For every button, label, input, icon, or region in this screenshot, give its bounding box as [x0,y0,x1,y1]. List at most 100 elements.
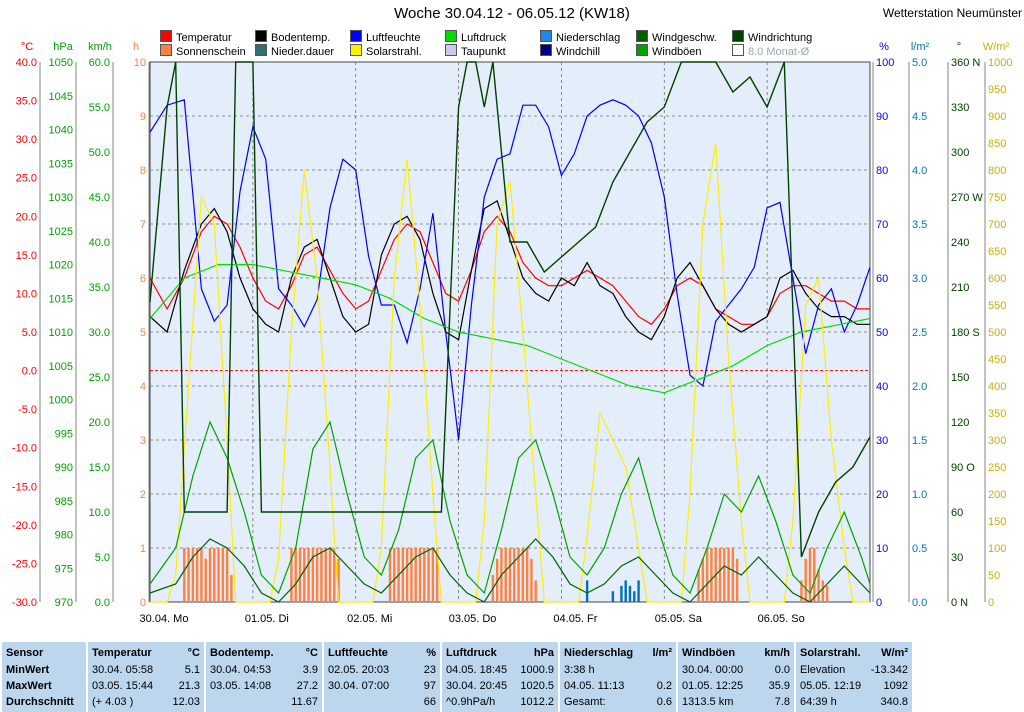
humidity-axis-unit: % [879,41,889,53]
sunshine-tick-label: 8 [140,165,146,177]
bar-sonnenschein [427,548,430,602]
stats-when: 3:38 h [564,664,595,676]
line-windgeschw [149,538,871,603]
pressure-tick-label: 1020 [49,260,73,272]
bar-niederschlag [628,585,632,602]
solar-tick-label: 750 [988,192,1006,204]
precip-tick-label: 0.5 [912,543,927,555]
stats-row: 30.04. 04:53 3.9 [210,664,318,680]
solar-axis-unit: W/m² [983,41,1010,53]
sunshine-tick-label: 3 [140,435,146,447]
legend-label: Windrichtung [748,32,813,44]
stats-unit: W/m² [881,647,908,659]
bar-sonnenschein [204,558,207,602]
pressure-axis-unit: hPa [53,41,73,53]
direction-tick-label: 150 [951,372,969,384]
humidity-tick-label: 10 [876,543,888,555]
bar-sonnenschein [735,558,739,602]
sunshine-tick-label: 2 [140,489,146,501]
solar-tick-label: 300 [988,435,1006,447]
stats-value: 340.8 [880,696,908,708]
wind-tick-label: 35.0 [89,282,110,294]
legend-item: Windchill [540,44,600,58]
stats-when: 30.04. 05:58 [92,664,154,676]
precip-tick-label: 5.0 [912,57,927,69]
bar-sonnenschein [418,548,422,602]
pressure-tick-label: 1000 [49,395,73,407]
stats-when: 30.04. 07:00 [328,680,390,692]
temp-tick-label: 40.0 [16,57,37,69]
x-tick-label: 01.05. Di [245,613,289,625]
bar-sonnenschein [393,548,396,602]
stats-value: 27.2 [296,680,318,692]
direction-tick-label: 300 [951,147,969,159]
bar-niederschlag [637,580,640,602]
solar-tick-label: 100 [988,543,1006,555]
legend-item: Bodentemp. [255,30,330,44]
weather-chart: 40.035.030.025.020.015.010.05.00.0-5.0-1… [12,41,1013,625]
legend-label: Niederschlag [556,32,621,44]
humidity-tick-label: 40 [876,381,888,393]
sunshine-tick-label: 7 [140,219,146,231]
stats-when: 02.05. 20:03 [328,664,390,676]
pressure-tick-label: 990 [55,462,73,474]
stats-header: Bodentemp. °C [210,647,318,663]
bar-niederschlag [585,580,589,602]
stats-when: 05.05. 12:19 [800,680,862,692]
stats-value: 21.3 [178,680,200,692]
stats-value: 1092 [883,680,908,692]
stats-value: 97 [423,680,436,692]
solar-tick-label: 700 [988,219,1006,231]
bar-sonnenschein [187,548,190,602]
legend-label: Luftfeuchte [366,32,421,44]
x-tick-label: 04.05. Fr [553,613,597,625]
direction-tick-label: 0 N [951,597,968,609]
temp-tick-label: -10.0 [12,443,37,455]
bar-sonnenschein [817,569,820,602]
sunshine-tick-label: 0 [140,597,146,609]
precip-tick-label: 2.0 [912,381,927,393]
precip-axis-unit: l/m² [911,41,930,53]
bar-sonnenschein [723,548,726,602]
stats-unit: % [426,647,436,659]
precip-tick-label: 4.5 [912,111,927,123]
station-name: Wetterstation Neumünster [882,6,1022,20]
bar-sonnenschein [800,580,803,602]
stats-row: 30.04. 20:45 1020.5 [446,680,554,696]
wind-tick-label: 15.0 [89,462,110,474]
legend-label: 8.0 Monat-Ø [748,46,810,58]
stats-when: (+ 4.03 ) [92,696,134,708]
bar-sonnenschein [525,548,529,602]
bar-sonnenschein [183,548,186,602]
stats-header: Solarstrahl. W/m² [800,647,908,663]
legend-item: Niederschlag [540,30,620,44]
legend-item: Nieder.dauer [255,44,334,58]
sunshine-tick-label: 9 [140,111,146,123]
stats-header-label: Windböen [682,647,736,659]
bar-sonnenschein [813,548,816,602]
legend-label: Temperatur [176,32,232,44]
humidity-tick-label: 20 [876,489,888,501]
x-tick-label: 02.05. Mi [347,613,392,625]
stats-row: 1313.5 km 7.8 [682,696,790,712]
line-luftfeuchte [149,99,871,441]
pressure-tick-label: 1015 [49,293,73,305]
direction-tick-label: 270 W [951,192,983,204]
stats-header-label: Sensor [6,647,44,659]
humidity-tick-label: 70 [876,219,888,231]
bar-sonnenschein [508,548,512,602]
stats-when: 30.04. 00:00 [682,664,744,676]
bar-sonnenschein [298,548,302,602]
stats-unit: °C [187,647,200,659]
humidity-tick-label: 50 [876,327,888,339]
line-windben [149,420,871,595]
stats-row: MinWert [6,664,82,680]
stats-unit: km/h [764,647,790,659]
stats-value: 3.9 [302,664,318,676]
legend-item: Luftdruck [445,30,506,44]
precip-tick-label: 1.0 [912,489,927,501]
wind-tick-label: 20.0 [89,417,110,429]
direction-tick-label: 210 [951,282,969,294]
solar-tick-label: 600 [988,273,1006,285]
legend-swatch [732,44,744,56]
